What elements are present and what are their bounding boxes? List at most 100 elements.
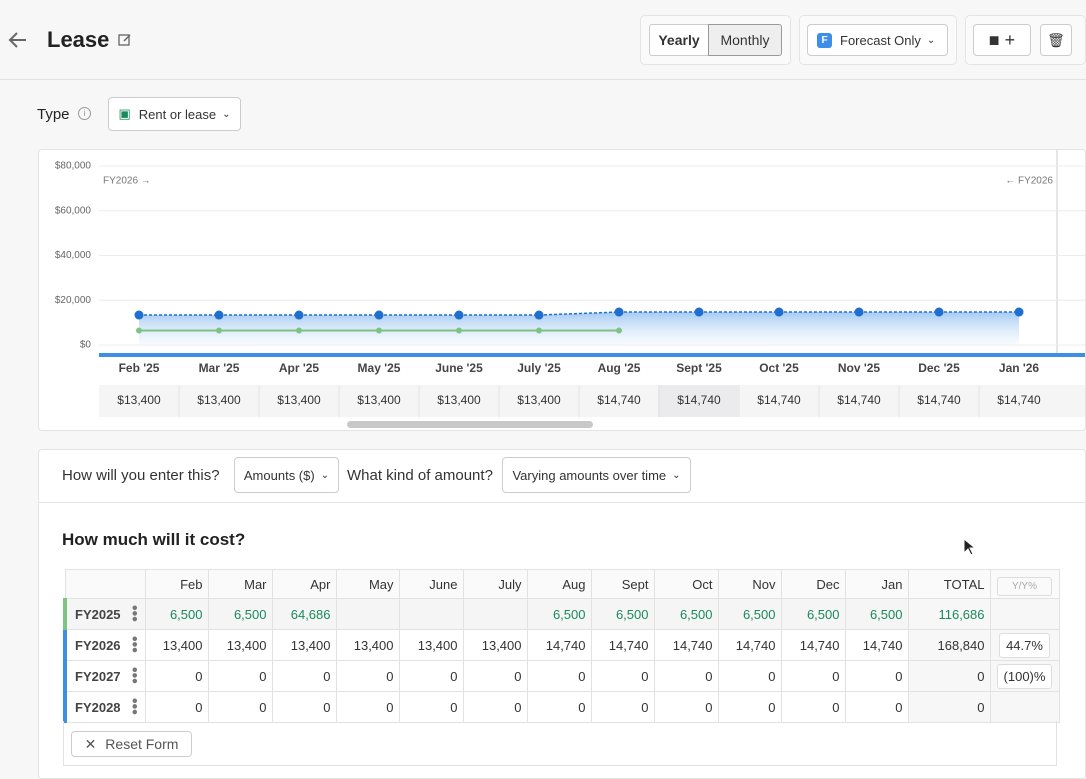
point [136,327,142,334]
yoy-value: (100)% [996,663,1053,689]
value-label: $13,400 [517,393,561,407]
table-cell: 13,400 [462,629,528,661]
point [294,310,304,320]
yearly-toggle[interactable]: Yearly [649,24,709,56]
table-cell: 6,500 [590,598,655,630]
divider [39,502,1086,503]
cell-value: 0 [705,668,713,684]
table-cell [462,598,528,630]
entry-value: Amounts ($) [243,467,315,483]
cell-value: 6,500 [679,606,713,622]
cell-value: 14,740 [672,637,713,653]
edit-icon[interactable] [118,33,132,47]
page-title: Lease [47,27,110,52]
column-label: Apr [310,576,331,592]
point [214,310,224,320]
column-label: Sept [621,576,649,592]
entry-dropdown[interactable]: Amounts ($) ⌄ [234,457,339,493]
y-tick-label: $20,000 [55,295,92,306]
table-cell: 44.7% [989,629,1060,661]
x-tick-label: Dec '25 [918,361,960,375]
annotation: FY2026 → [103,176,151,187]
column-label: Mar [244,576,267,592]
column-header: Dec [780,569,846,599]
point [694,307,704,317]
cell-value: 13,400 [290,637,331,653]
cell-value: 0 [977,668,985,684]
table-cell: 6,500 [780,598,846,630]
x-tick-label: July '25 [517,361,561,375]
column-label: TOTAL [943,576,985,592]
cell-value: 0 [259,699,267,715]
cell-value: 0 [895,699,903,715]
row-label: FY2027 ••• [63,660,146,692]
value-label: $14,740 [757,393,801,407]
value-label: $14,740 [677,393,721,407]
header-cell [64,569,146,599]
info-icon: i [78,107,91,120]
table-cell: 0 [335,660,400,692]
value-label: $13,400 [117,393,161,407]
x-tick-label: Aug '25 [598,361,641,375]
y-tick-label: $0 [80,340,92,351]
table-cell: 0 [526,691,592,723]
column-header: Aug [526,569,592,599]
type-dropdown[interactable]: ▣ Rent or lease ⌄ [108,97,241,131]
table-cell: 13,400 [398,629,464,661]
table-cell: 116,686 [907,598,991,630]
value-label: $13,400 [437,393,481,407]
comment-button[interactable]: ■ + [973,24,1031,56]
table-cell: 0 [398,691,464,723]
x-tick-label: Mar '25 [199,361,240,375]
point [614,307,624,317]
table-cell: 0 [907,660,991,692]
chart: FY2026 → ← FY2026 $0 $20,000 $40,000 $60,00… [55,150,1085,428]
cell-value: 168,840 [937,637,985,653]
type-label: Type [37,106,70,123]
table-cell: 0 [780,691,846,723]
table-cell: 14,740 [717,629,782,661]
scenario-dropdown[interactable]: F Forecast Only ⌄ [807,24,948,56]
cell-value: 0 [768,699,776,715]
amount-dropdown[interactable]: Varying amounts over time ⌄ [502,457,691,493]
x-tick-label: Oct '25 [759,361,799,375]
monthly-toggle[interactable]: Monthly [708,24,782,56]
column-label: Nov [752,576,776,592]
table-cell: 13,400 [335,629,400,661]
area [139,312,1019,345]
y-tick-label: $60,000 [55,205,92,216]
reset-button[interactable]: ✕ Reset Form [71,731,192,757]
point [934,307,944,317]
table-cell: 0 [717,691,782,723]
table-cell: 0 [717,660,782,692]
value-label: $13,400 [277,393,321,407]
delete-button[interactable]: 🗑 [1040,24,1072,56]
cell-value: 0 [323,668,331,684]
column-header: Sept [590,569,655,599]
cell-value: 0 [705,699,713,715]
cell-value: 14,740 [799,637,840,653]
table-cell: 0 [653,691,719,723]
scrollbar[interactable] [347,421,593,428]
table-cell: 0 [207,660,273,692]
column-label: July [498,576,522,592]
x-tick-label: Nov '25 [838,361,881,375]
column-header: July [462,569,528,599]
cell-value: 13,400 [162,637,203,653]
column-label: June [429,576,458,592]
table-cell: 13,400 [271,629,337,661]
point [616,327,622,334]
column-label: Dec [816,576,840,592]
row-name: FY2027 [75,668,121,684]
cell-value: 0 [832,668,840,684]
column-label: Jan [881,576,903,592]
cell-value: 0 [450,668,458,684]
back-button[interactable] [8,31,28,49]
table-cell: 0 [590,660,655,692]
table-cell: 6,500 [717,598,782,630]
table-cell: 0 [526,660,592,692]
x-tick-label: May '25 [358,361,401,375]
table-cell: 0 [144,691,209,723]
cell-value: 0 [768,668,776,684]
column-header: June [398,569,464,599]
